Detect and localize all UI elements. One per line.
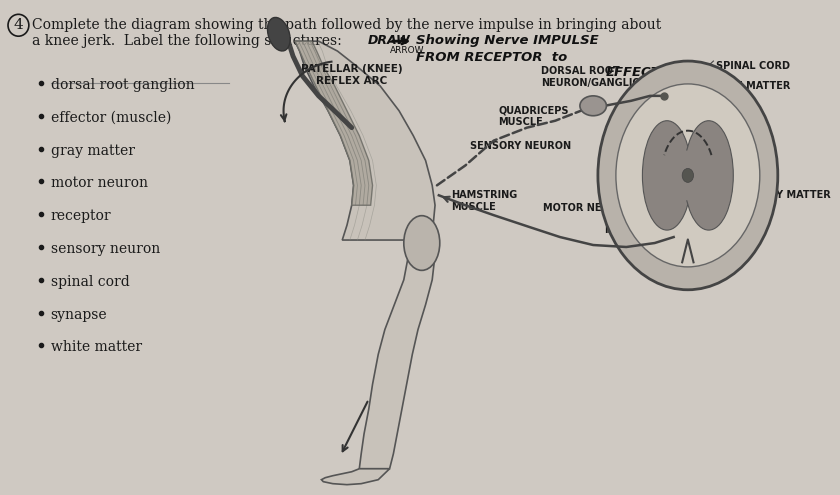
Text: synapse: synapse — [50, 308, 108, 322]
Text: receptor: receptor — [50, 209, 111, 223]
Text: PATELLAR (KNEE)
REFLEX ARC: PATELLAR (KNEE) REFLEX ARC — [301, 64, 402, 86]
Text: QUADRICEPS
MUSCLE: QUADRICEPS MUSCLE — [498, 106, 569, 127]
Text: Complete the diagram showing the path followed by the nerve impulse in bringing : Complete the diagram showing the path fo… — [32, 18, 661, 32]
Text: SPINAL CORD: SPINAL CORD — [717, 61, 790, 71]
Ellipse shape — [682, 168, 694, 182]
Text: GRAY MATTER: GRAY MATTER — [754, 190, 831, 200]
Text: dorsal root ganglion: dorsal root ganglion — [50, 78, 194, 92]
Ellipse shape — [643, 121, 691, 230]
Text: INTERNEURON: INTERNEURON — [604, 225, 683, 235]
Text: HAMSTRING
MUSCLE: HAMSTRING MUSCLE — [451, 190, 517, 212]
Ellipse shape — [267, 17, 290, 51]
Text: SENSORY NEURON: SENSORY NEURON — [470, 141, 571, 150]
Text: ARROW: ARROW — [390, 46, 424, 55]
Text: motor neuron: motor neuron — [50, 176, 148, 191]
Ellipse shape — [616, 84, 760, 267]
Text: FROM RECEPTOR  to: FROM RECEPTOR to — [416, 51, 567, 64]
Ellipse shape — [580, 96, 606, 116]
Text: DRAW: DRAW — [368, 34, 411, 47]
FancyBboxPatch shape — [662, 150, 713, 200]
Polygon shape — [295, 41, 373, 205]
Text: gray matter: gray matter — [50, 144, 134, 157]
Text: MOTOR NEURON: MOTOR NEURON — [543, 203, 633, 213]
Text: WHITE MATTER: WHITE MATTER — [706, 81, 790, 91]
Ellipse shape — [684, 121, 733, 230]
Text: sensory neuron: sensory neuron — [50, 242, 160, 256]
Polygon shape — [360, 255, 435, 469]
Text: spinal cord: spinal cord — [50, 275, 129, 289]
Polygon shape — [295, 41, 435, 240]
Text: white matter: white matter — [50, 341, 142, 354]
Text: EFFECTOR: EFFECTOR — [606, 66, 682, 79]
Text: effector (muscle): effector (muscle) — [50, 111, 171, 125]
Ellipse shape — [598, 61, 778, 290]
Text: a knee jerk.  Label the following structures:: a knee jerk. Label the following structu… — [32, 34, 341, 48]
Ellipse shape — [404, 216, 440, 270]
Polygon shape — [322, 469, 390, 485]
Text: 4: 4 — [13, 18, 24, 32]
Text: Showing Nerve IMPULSE: Showing Nerve IMPULSE — [416, 34, 599, 47]
Text: DORSAL ROOT
NEURON/GANGLION: DORSAL ROOT NEURON/GANGLION — [541, 66, 648, 88]
